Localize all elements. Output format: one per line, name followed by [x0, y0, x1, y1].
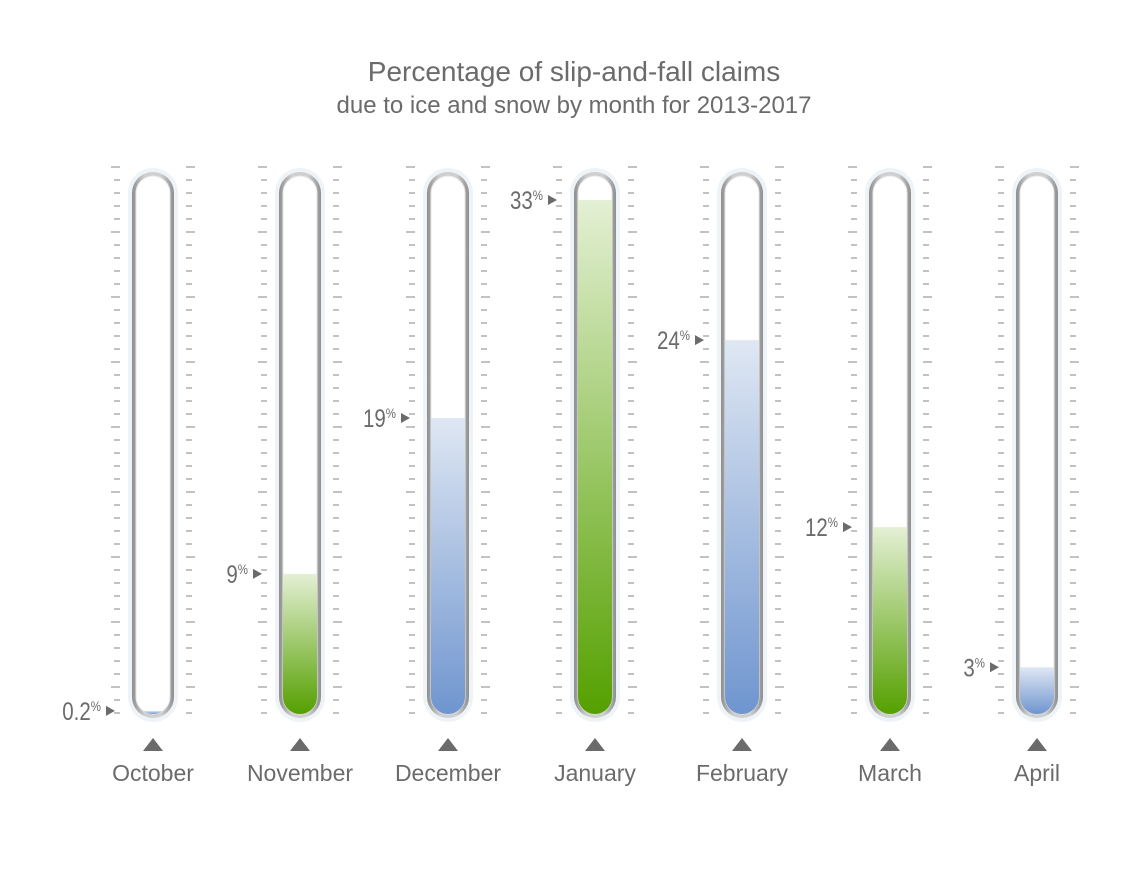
bar-fill-january: [578, 200, 612, 714]
value-text: 3%: [963, 653, 985, 681]
scale-ticks: [111, 166, 195, 714]
bar-fill-march: [873, 527, 907, 714]
bar-fill-november: [283, 573, 317, 714]
month-marker-triangle: [143, 738, 163, 751]
value-unit: %: [386, 405, 396, 421]
month-label: April: [1014, 760, 1060, 786]
scale-ticks: [848, 166, 932, 714]
pointer-arrow: [253, 568, 262, 579]
pointer-arrow: [990, 662, 999, 673]
month-label: November: [247, 760, 353, 786]
month-marker-triangle: [1027, 738, 1047, 751]
pointer-arrow: [695, 335, 704, 346]
pointer-arrow: [548, 195, 557, 205]
scale-ticks: [553, 166, 637, 714]
month-label: October: [112, 760, 194, 786]
value-unit: %: [533, 187, 543, 203]
value-label: 12%: [805, 513, 852, 542]
thermometer-december: [423, 168, 473, 722]
chart-subtitle: due to ice and snow by month for 2013-20…: [336, 92, 812, 119]
value-text: 12%: [805, 513, 838, 541]
scale-ticks: [700, 166, 784, 714]
month-label: January: [554, 760, 636, 786]
scale-ticks: [406, 166, 490, 714]
pointer-arrow: [843, 522, 852, 533]
month-marker-triangle: [732, 738, 752, 751]
month-label: February: [696, 760, 789, 786]
value-label: 3%: [963, 653, 999, 682]
value-label: 24%: [657, 326, 704, 355]
chart-title: Percentage of slip-and-fall claims: [367, 56, 781, 87]
value-label: 9%: [226, 560, 262, 588]
value-unit: %: [828, 514, 838, 530]
value-number: 12: [805, 513, 828, 541]
thermometer-april: [1012, 168, 1062, 722]
scale-ticks: [995, 166, 1079, 714]
pointer-arrow: [401, 413, 410, 424]
thermometer-february: [717, 168, 767, 722]
tube-inner: [135, 175, 171, 715]
value-number: 24: [657, 326, 680, 354]
value-number: 0.2: [62, 697, 90, 725]
value-text: 33%: [510, 186, 543, 214]
value-text: 24%: [657, 326, 690, 354]
scale-ticks: [258, 166, 342, 714]
month-marker-triangle: [880, 738, 900, 751]
bar-fill-october: [136, 710, 170, 714]
month-label: March: [858, 760, 922, 786]
month-marker-triangle: [585, 738, 605, 751]
value-text: 9%: [226, 560, 248, 588]
value-number: 9: [226, 560, 237, 588]
value-number: 3: [963, 653, 974, 681]
month-label: December: [395, 760, 501, 786]
value-unit: %: [238, 561, 248, 577]
value-label: 19%: [363, 404, 410, 433]
value-number: 33: [510, 186, 533, 214]
value-text: 19%: [363, 404, 396, 432]
value-unit: %: [91, 698, 101, 714]
month-marker-triangle: [290, 738, 310, 751]
value-text: 0.2%: [62, 697, 101, 725]
bar-fill-february: [725, 340, 759, 714]
value-number: 19: [363, 404, 386, 432]
bar-fill-april: [1020, 667, 1054, 714]
bar-fill-december: [431, 418, 465, 714]
value-label: 33%: [510, 186, 557, 214]
thermometer-january: [570, 168, 620, 722]
value-label: 0.2%: [62, 697, 115, 725]
thermometer-march: [865, 168, 915, 722]
month-marker-triangle: [438, 738, 458, 751]
pointer-arrow: [106, 705, 115, 716]
tube-inner: [1019, 175, 1055, 715]
thermometer-october: [128, 168, 178, 722]
thermometer-november: [275, 168, 325, 722]
value-unit: %: [975, 654, 985, 670]
value-unit: %: [680, 327, 690, 343]
